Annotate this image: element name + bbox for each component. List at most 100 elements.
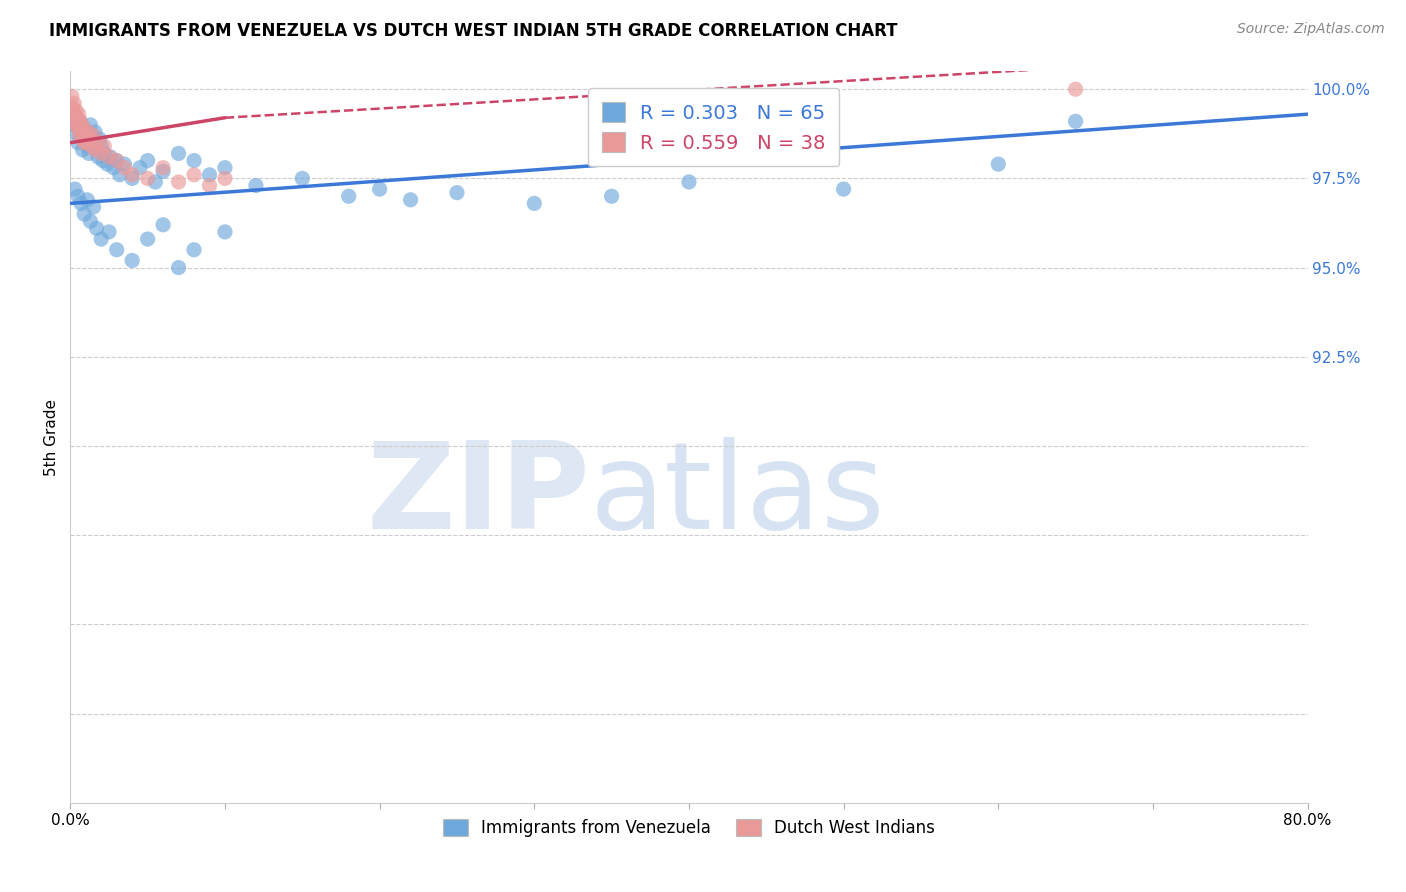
Point: [75, 128, 97, 143]
Point: [86, 143, 108, 157]
Point: [93, 146, 115, 161]
Point: [136, 232, 159, 246]
Point: [72, 143, 94, 157]
Y-axis label: 5th Grade: 5th Grade: [44, 399, 59, 475]
Point: [136, 153, 159, 168]
Point: [245, 178, 267, 193]
Point: [152, 164, 174, 178]
Point: [89, 132, 111, 146]
Text: IMMIGRANTS FROM VENEZUELA VS DUTCH WEST INDIAN 5TH GRADE CORRELATION CHART: IMMIGRANTS FROM VENEZUELA VS DUTCH WEST …: [49, 22, 897, 40]
Point: [63, 114, 86, 128]
Point: [79, 214, 101, 228]
Point: [167, 146, 190, 161]
Point: [337, 189, 360, 203]
Point: [98, 225, 120, 239]
Point: [65, 111, 87, 125]
Point: [96, 157, 118, 171]
Point: [214, 225, 236, 239]
Point: [103, 161, 125, 175]
Point: [65, 103, 87, 118]
Point: [79, 132, 101, 146]
Point: [82, 200, 105, 214]
Point: [63, 125, 86, 139]
Point: [152, 218, 174, 232]
Point: [145, 175, 166, 189]
Point: [129, 161, 152, 175]
Point: [77, 146, 100, 161]
Point: [214, 161, 236, 175]
Point: [90, 232, 112, 246]
Point: [167, 175, 190, 189]
Point: [73, 136, 96, 150]
Point: [79, 118, 101, 132]
Point: [368, 182, 391, 196]
Text: ZIP: ZIP: [366, 437, 591, 554]
Point: [91, 153, 114, 168]
Point: [121, 171, 143, 186]
Point: [105, 153, 128, 168]
Point: [73, 121, 96, 136]
Point: [87, 150, 110, 164]
Point: [63, 182, 86, 196]
Point: [152, 161, 174, 175]
Point: [69, 128, 91, 143]
Point: [214, 171, 236, 186]
Point: [114, 161, 135, 175]
Point: [72, 132, 94, 146]
Point: [93, 139, 115, 153]
Point: [77, 125, 100, 139]
Point: [70, 118, 93, 132]
Point: [80, 128, 103, 143]
Point: [600, 189, 623, 203]
Point: [67, 121, 90, 136]
Point: [90, 146, 112, 161]
Point: [69, 114, 91, 128]
Point: [105, 243, 128, 257]
Point: [67, 107, 90, 121]
Point: [62, 100, 84, 114]
Point: [70, 196, 93, 211]
Point: [67, 136, 90, 150]
Point: [291, 171, 314, 186]
Point: [183, 243, 205, 257]
Point: [121, 168, 143, 182]
Point: [84, 143, 107, 157]
Point: [183, 168, 205, 182]
Point: [87, 136, 110, 150]
Point: [62, 107, 84, 121]
Point: [75, 132, 97, 146]
Point: [523, 196, 546, 211]
Point: [80, 139, 103, 153]
Point: [76, 139, 98, 153]
Point: [121, 253, 143, 268]
Text: atlas: atlas: [591, 437, 886, 554]
Point: [69, 114, 91, 128]
Point: [136, 171, 159, 186]
Point: [105, 153, 128, 168]
Point: [108, 168, 131, 182]
Point: [678, 175, 700, 189]
Point: [76, 136, 98, 150]
Point: [198, 178, 221, 193]
Text: Source: ZipAtlas.com: Source: ZipAtlas.com: [1237, 22, 1385, 37]
Point: [67, 189, 90, 203]
Point: [60, 89, 83, 103]
Point: [62, 118, 84, 132]
Point: [1064, 82, 1087, 96]
Point: [183, 153, 205, 168]
Point: [70, 125, 93, 139]
Point: [98, 150, 120, 164]
Point: [84, 125, 107, 139]
Point: [76, 193, 98, 207]
Point: [86, 221, 108, 235]
Point: [90, 139, 112, 153]
Point: [399, 193, 422, 207]
Point: [198, 168, 221, 182]
Point: [987, 157, 1010, 171]
Point: [63, 96, 86, 111]
Point: [1064, 114, 1087, 128]
Point: [72, 121, 94, 136]
Legend: Immigrants from Venezuela, Dutch West Indians: Immigrants from Venezuela, Dutch West In…: [434, 811, 943, 846]
Point: [82, 128, 105, 143]
Point: [167, 260, 190, 275]
